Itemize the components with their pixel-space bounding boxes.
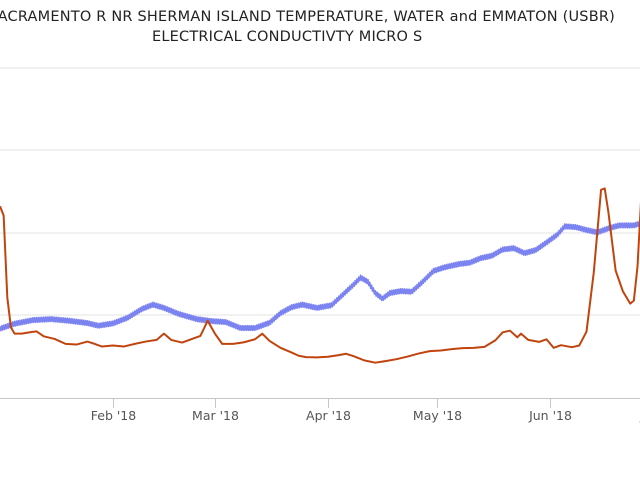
x-tick-label: May '18	[413, 408, 462, 423]
x-tick-label: Mar '18	[192, 408, 239, 423]
x-tick-label: Jun '18	[528, 408, 572, 423]
x-tick-label: Feb '18	[91, 408, 136, 423]
series-line-1	[0, 220, 640, 332]
grid-layer	[0, 67, 640, 316]
series-layer	[0, 187, 640, 364]
chart-title-line-2: ELECTRICAL CONDUCTIVTY MICRO S	[152, 29, 423, 45]
series-line-2	[0, 187, 640, 364]
chart-title: SACRAMENTO R NR SHERMAN ISLAND TEMPERATU…	[0, 0, 640, 48]
chart-title-line-1: SACRAMENTO R NR SHERMAN ISLAND TEMPERATU…	[0, 9, 615, 25]
x-tick-label: Apr '18	[306, 408, 351, 423]
